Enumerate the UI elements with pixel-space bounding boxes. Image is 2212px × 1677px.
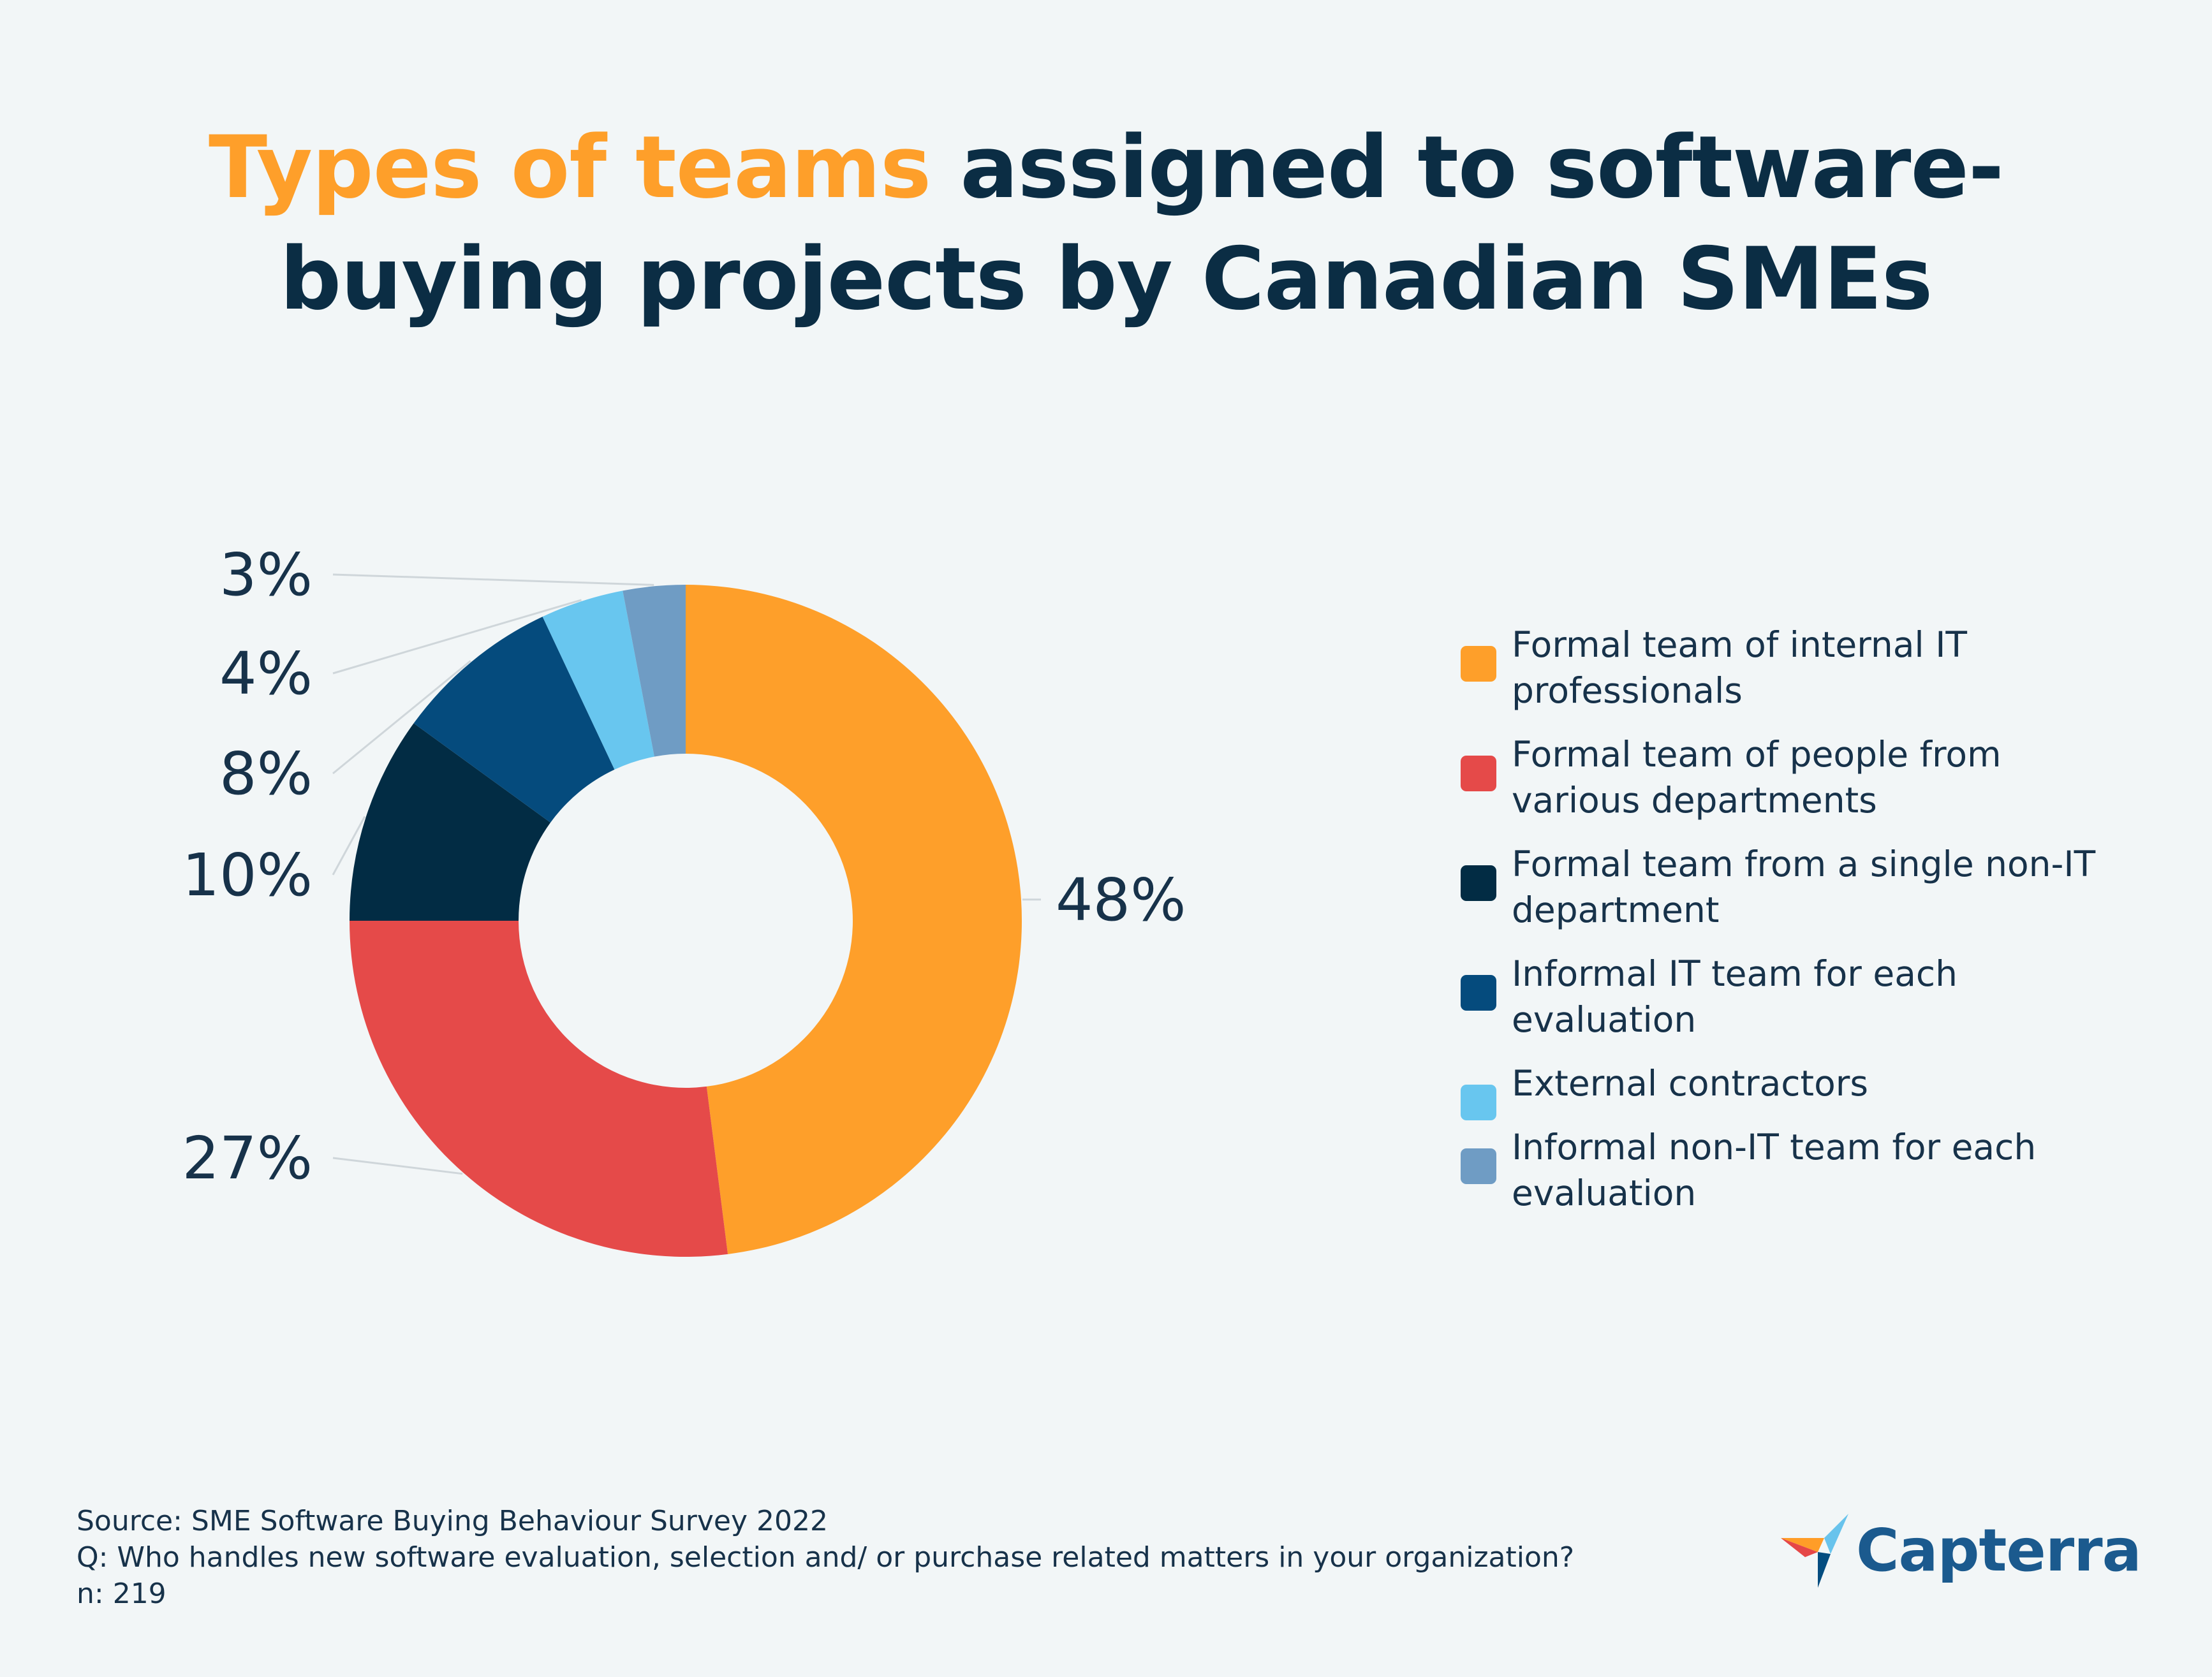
legend-swatch bbox=[1461, 865, 1496, 901]
legend-label-line-1: Informal non-IT team for each bbox=[1512, 1127, 2037, 1168]
legend-label-line-2: evaluation bbox=[1512, 999, 1697, 1040]
legend-label-line-2: department bbox=[1512, 890, 1720, 930]
title-line-2: buying projects by Canadian SMEs bbox=[279, 229, 1933, 329]
legend-item: Formal team of internal IT professionals bbox=[1461, 622, 2181, 714]
percentage-label: 8% bbox=[219, 740, 313, 808]
legend-item: External contractors bbox=[1461, 1060, 2181, 1120]
legend-swatch bbox=[1461, 756, 1496, 791]
legend-label-line-1: Formal team from a single non-IT bbox=[1512, 844, 2096, 884]
legend-label-line-2: various departments bbox=[1512, 780, 1877, 821]
title-line-1: Types of teams assigned to software- bbox=[0, 112, 2212, 223]
legend-label-line-2: evaluation bbox=[1512, 1173, 1697, 1213]
leader-line bbox=[332, 573, 654, 586]
legend: Formal team of internal IT professionals… bbox=[1461, 622, 2181, 1216]
legend-swatch bbox=[1461, 1148, 1496, 1184]
source-note: Source: SME Software Buying Behaviour Su… bbox=[77, 1505, 828, 1537]
legend-item: Formal team from a single non-IT departm… bbox=[1461, 841, 2181, 933]
leader-line bbox=[332, 1157, 463, 1175]
title-line-1-rest: assigned to software- bbox=[931, 117, 2004, 217]
donut-slice bbox=[350, 723, 551, 921]
legend-swatch bbox=[1461, 646, 1496, 682]
chart-title: Types of teams assigned to software- buy… bbox=[0, 112, 2212, 335]
donut-slice bbox=[542, 590, 654, 770]
legend-item: Informal IT team for each evaluation bbox=[1461, 951, 2181, 1043]
leader-lines bbox=[332, 573, 1041, 1175]
donut-chart: 48% 27% 10% 8% 4% 3% bbox=[182, 541, 1186, 1257]
title-highlight: Types of teams bbox=[209, 117, 931, 217]
legend-item: Formal team of people from various depar… bbox=[1461, 731, 2181, 823]
percentage-label: 4% bbox=[219, 640, 313, 708]
legend-label-line-1: External contractors bbox=[1512, 1063, 1869, 1104]
sample-size-note: n: 219 bbox=[77, 1578, 166, 1610]
percentage-label: 3% bbox=[219, 541, 313, 609]
capterra-logo-text: Capterra bbox=[1856, 1516, 2142, 1585]
percentage-label: 48% bbox=[1056, 866, 1186, 934]
leader-line bbox=[332, 816, 366, 875]
percentage-label: 27% bbox=[182, 1124, 313, 1192]
donut-slices bbox=[350, 585, 1022, 1257]
footer-notes: Source: SME Software Buying Behaviour Su… bbox=[77, 1503, 1574, 1612]
percentage-labels: 48% 27% 10% 8% 4% 3% bbox=[182, 541, 1186, 1192]
leader-line bbox=[332, 599, 582, 675]
donut-slice bbox=[623, 585, 686, 757]
question-note: Q: Who handles new software evaluation, … bbox=[77, 1541, 1575, 1574]
legend-label-line-1: Informal IT team for each bbox=[1512, 953, 1958, 994]
legend-label-line-2: professionals bbox=[1512, 670, 1743, 711]
percentage-label: 10% bbox=[182, 841, 313, 909]
donut-slice bbox=[350, 921, 728, 1257]
legend-item: Informal non-IT team for each evaluation bbox=[1461, 1124, 2181, 1216]
capterra-arrow-icon bbox=[1781, 1514, 1848, 1588]
legend-swatch bbox=[1461, 975, 1496, 1011]
capterra-logo: Capterra bbox=[1780, 1512, 2142, 1589]
legend-label-line-1: Formal team of people from bbox=[1512, 734, 2002, 775]
donut-slice bbox=[686, 585, 1022, 1254]
donut-slice bbox=[413, 617, 615, 823]
leader-line bbox=[332, 660, 471, 775]
legend-swatch bbox=[1461, 1085, 1496, 1120]
legend-label-line-1: Formal team of internal IT bbox=[1512, 624, 1968, 665]
